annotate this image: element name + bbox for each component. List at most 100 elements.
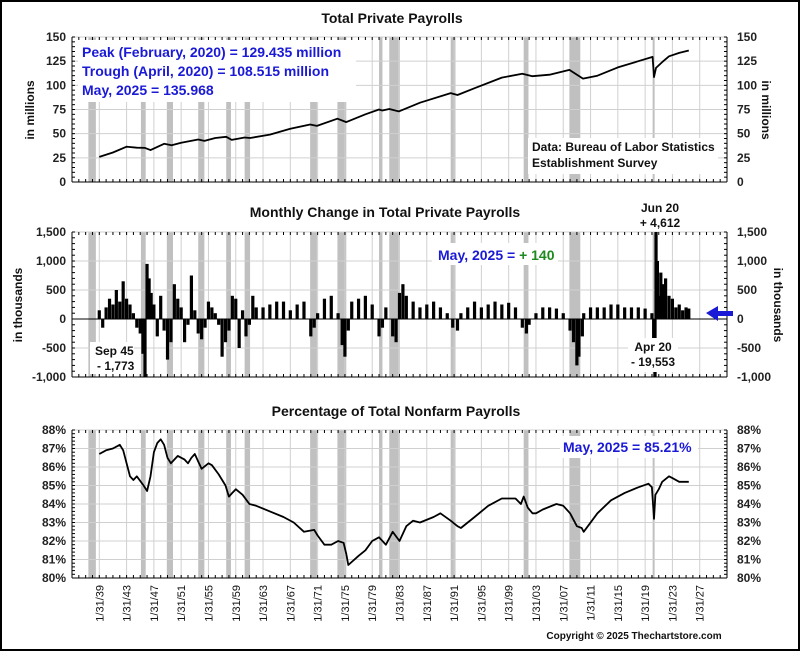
y-tick-label-right: 125 — [737, 54, 757, 68]
bar — [145, 263, 149, 319]
y-tick-label-right: -500 — [737, 341, 761, 355]
bar — [169, 319, 173, 343]
source-line-2: Establishment Survey — [532, 156, 658, 170]
x-tick-label: 1/31/19 — [640, 585, 652, 622]
bar — [588, 307, 593, 319]
y-tick-label-left: 84% — [42, 497, 66, 511]
y-tick-label-right: 75 — [737, 103, 751, 117]
bar — [667, 295, 671, 319]
x-tick-label: 1/31/47 — [149, 585, 161, 622]
x-tick-label: 1/31/55 — [203, 585, 215, 622]
bar — [288, 310, 292, 319]
bar — [275, 301, 279, 319]
y-tick-label-right: 1,500 — [737, 225, 767, 239]
y-tick-label-left: 0 — [59, 312, 66, 326]
recession-band — [226, 232, 231, 377]
y-tick-label-right: 81% — [737, 553, 761, 567]
y-tick-label-left: 83% — [42, 516, 66, 530]
y-tick-label-right: 0 — [737, 312, 744, 326]
bar — [595, 307, 599, 319]
x-tick-label: 1/31/15 — [613, 585, 625, 622]
bar — [580, 319, 584, 337]
bar — [684, 307, 688, 319]
y-axis-label-right: in thousands — [771, 268, 785, 343]
apr20-label: Apr 20 — [634, 340, 672, 354]
y-tick-label-right: 82% — [737, 534, 761, 548]
bar — [343, 319, 347, 357]
sep45-label: Sep 45 — [95, 344, 134, 358]
bar — [493, 301, 497, 319]
y-tick-label-right: 84% — [737, 497, 761, 511]
bar — [138, 319, 142, 334]
y-tick-label-left: 500 — [46, 283, 66, 297]
bar — [401, 284, 405, 319]
bar — [411, 301, 415, 319]
y-tick-label-right: 86% — [737, 460, 761, 474]
recession-band — [310, 232, 317, 377]
y-tick-label-right: 150 — [737, 30, 757, 44]
bar — [455, 319, 460, 331]
latest-percentage-annotation: May, 2025 = 85.21% — [563, 439, 692, 455]
bar — [210, 307, 214, 319]
chart3-title: Percentage of Total Nonfarm Payrolls — [272, 403, 521, 419]
bar — [363, 295, 367, 319]
bar — [152, 304, 156, 319]
bar — [629, 307, 634, 319]
y-axis-label-left: in thousands — [11, 267, 25, 342]
x-tick-label: 1/31/39 — [94, 585, 106, 622]
recession-band — [140, 232, 146, 377]
bar — [213, 313, 217, 319]
bar — [657, 295, 661, 319]
bar — [451, 319, 455, 328]
bar — [472, 301, 477, 319]
series — [98, 438, 689, 566]
bar — [107, 298, 112, 319]
bar — [121, 281, 125, 319]
x-tick-label: 1/31/11 — [586, 585, 598, 621]
bar — [577, 319, 581, 357]
bar — [575, 319, 579, 366]
recession-band — [88, 232, 96, 377]
bar — [128, 304, 132, 319]
source-box — [528, 138, 718, 174]
y-tick-label-left: 25 — [53, 151, 67, 165]
bar — [182, 319, 187, 343]
bar — [143, 319, 147, 377]
bar — [384, 307, 388, 319]
bar — [571, 319, 576, 343]
bar — [397, 292, 402, 319]
bar — [524, 319, 529, 334]
latest-change-annotation: May, 2025 = + 140 — [438, 247, 555, 263]
copyright-text: Copyright © 2025 Thechartstore.com — [546, 631, 721, 642]
bar — [147, 278, 151, 319]
bar — [227, 319, 231, 331]
bar — [206, 301, 211, 319]
x-tick-label: 1/31/51 — [176, 585, 188, 622]
recession-band — [389, 232, 399, 377]
y-tick-label-left: 125 — [46, 54, 66, 68]
bar — [391, 319, 395, 337]
jun20-label: Jun 20 — [641, 201, 679, 215]
series-line — [98, 438, 689, 566]
series-line — [99, 49, 690, 158]
peak-annotation: Peak (February, 2020) = 129.435 million — [82, 44, 341, 60]
y-tick-label-left: 100 — [46, 78, 66, 92]
y-tick-label-left: 82% — [42, 534, 66, 548]
recession-band — [379, 232, 383, 377]
bar — [432, 301, 436, 319]
bar — [568, 319, 572, 331]
x-tick-label: 1/31/59 — [231, 585, 243, 622]
bar — [322, 298, 327, 319]
latest-annotation-box — [560, 436, 698, 458]
latest-arrow-icon — [706, 306, 733, 321]
bar — [394, 319, 398, 343]
y-tick-label-right: 50 — [737, 127, 751, 141]
bar — [101, 319, 105, 328]
bar — [336, 313, 340, 319]
x-tick-label: 1/31/07 — [558, 585, 570, 622]
bar — [217, 319, 221, 325]
x-tick-label: 1/31/79 — [367, 585, 379, 622]
y-tick-label-left: 87% — [42, 442, 66, 456]
apr20-value: - 19,553 — [631, 355, 675, 369]
